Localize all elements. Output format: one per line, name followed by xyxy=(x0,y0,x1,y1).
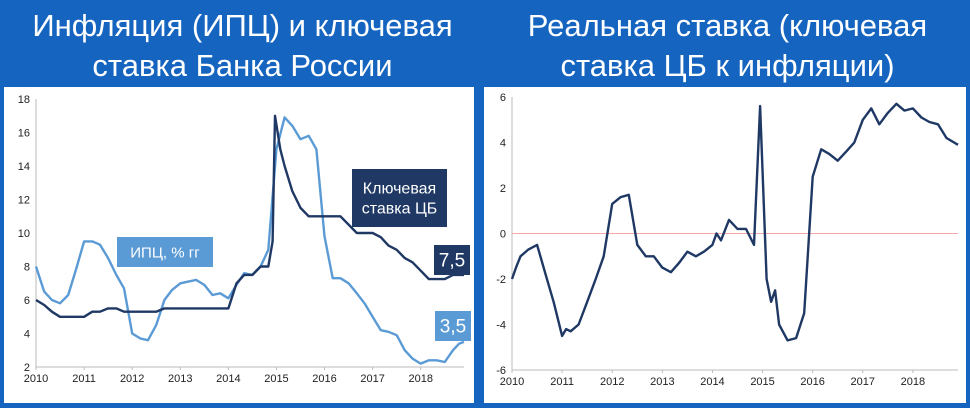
y-tick-label: 10 xyxy=(18,228,30,240)
y-tick-label: -4 xyxy=(496,320,506,332)
key-rate-legend-label: Ключевая ставка ЦБ xyxy=(352,169,447,227)
x-tick-label: 2011 xyxy=(72,373,96,385)
y-tick-label: 6 xyxy=(24,295,30,307)
x-tick-label: 2017 xyxy=(851,376,875,388)
cpi-end-value: 3,5 xyxy=(435,311,471,341)
y-tick-label: -6 xyxy=(496,365,506,377)
cpi-end-value-text: 3,5 xyxy=(440,317,466,338)
y-tick-label: 18 xyxy=(18,94,30,106)
x-tick-label: 2018 xyxy=(408,373,432,385)
y-tick-label: 12 xyxy=(18,195,30,207)
x-tick-label: 2014 xyxy=(216,373,240,385)
inflation-key-rate-chart: 2 4 6 8 10 12 14 16 18 2010 2011 2012 2013 2014 2015 20… xyxy=(18,94,471,385)
y-tick-label: 4 xyxy=(500,138,506,150)
x-tick-label: 2016 xyxy=(312,373,336,385)
y-tick-label: 16 xyxy=(18,128,30,140)
real-rate-chart-panel: -6 -4 -2 0 2 4 6 2010 2011 2012 2013 2014 2015 2016 20… xyxy=(484,87,966,403)
cpi-legend-label-text: ИПЦ, % гг xyxy=(130,244,200,261)
cpi-legend-label-bg xyxy=(117,237,213,267)
y-tick-label: 6 xyxy=(500,92,506,104)
y-tick-label: 4 xyxy=(24,329,30,341)
x-tick-label: 2015 xyxy=(264,373,288,385)
y-tick-label: 14 xyxy=(18,161,30,173)
inflation-key-rate-chart-panel: 2 4 6 8 10 12 14 16 18 2010 2011 2012 2013 2014 2015 20… xyxy=(4,87,474,403)
left-chart-title: Инфляция (ИПЦ) и ключевая ставка Банка Р… xyxy=(32,8,453,83)
y-tick-label: 2 xyxy=(500,183,506,195)
cpi-series-line xyxy=(34,116,465,365)
x-tick-label: 2014 xyxy=(700,376,724,388)
key-rate-end-value: 7,5 xyxy=(434,245,470,275)
x-tick-label: 2017 xyxy=(360,373,384,385)
real-rate-series-line xyxy=(510,102,959,342)
x-tick-label: 2011 xyxy=(550,376,574,388)
y-tick-label: 2 xyxy=(24,362,30,374)
x-tick-label: 2016 xyxy=(800,376,824,388)
x-tick-label: 2018 xyxy=(901,376,925,388)
right-chart-title: Реальная ставка (ключевая ставка ЦБ к ин… xyxy=(527,8,928,83)
real-rate-chart: -6 -4 -2 0 2 4 6 2010 2011 2012 2013 2014 2015 2016 20… xyxy=(496,92,959,388)
x-tick-label: 2012 xyxy=(120,373,144,385)
key-rate-legend-label-text: ставка ЦБ xyxy=(362,201,438,218)
cpi-legend-label: ИПЦ, % гг xyxy=(117,237,213,267)
x-tick-label: 2012 xyxy=(600,376,624,388)
x-tick-label: 2010 xyxy=(500,376,524,388)
key-rate-legend-label-text: Ключевая xyxy=(363,181,436,198)
y-tick-label: 8 xyxy=(24,262,30,274)
x-tick-label: 2010 xyxy=(24,373,48,385)
cpi-end-value-bg xyxy=(435,311,471,341)
y-tick-label: 0 xyxy=(500,229,506,241)
y-tick-label: -2 xyxy=(496,274,506,286)
x-tick-label: 2015 xyxy=(750,376,774,388)
key-rate-end-value-text: 7,5 xyxy=(439,251,465,272)
x-tick-label: 2013 xyxy=(650,376,674,388)
key-rate-end-value-bg xyxy=(434,245,470,275)
key-rate-legend-label-bg xyxy=(352,169,447,227)
x-tick-label: 2013 xyxy=(168,373,192,385)
key-rate-series-line xyxy=(35,114,464,318)
